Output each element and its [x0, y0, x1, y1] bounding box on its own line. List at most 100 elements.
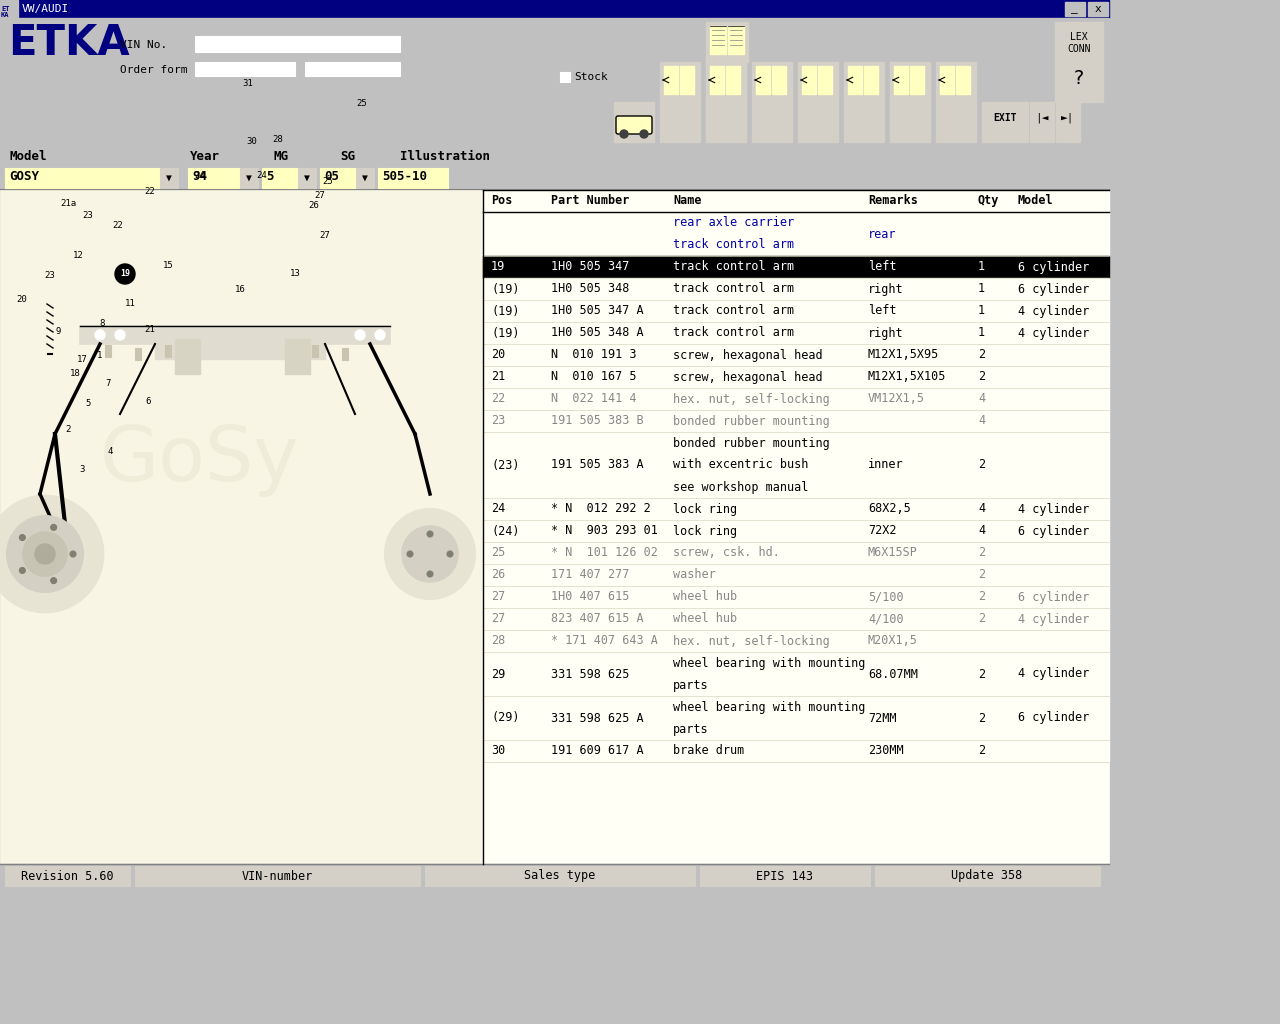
Bar — [483, 322, 1108, 344]
Bar — [483, 256, 1108, 278]
Circle shape — [19, 567, 26, 573]
Circle shape — [70, 551, 76, 557]
Text: 6: 6 — [146, 397, 151, 407]
Text: 19: 19 — [120, 269, 131, 279]
Text: 23: 23 — [45, 271, 55, 281]
Bar — [893, 66, 908, 94]
Text: hex. nut, self-locking: hex. nut, self-locking — [673, 635, 829, 647]
Text: Pos: Pos — [492, 194, 512, 207]
Bar — [0, 0, 1108, 18]
Bar — [0, 18, 1108, 166]
Bar — [195, 62, 294, 76]
Bar — [134, 348, 141, 360]
Text: VM12X1,5: VM12X1,5 — [868, 392, 925, 406]
Circle shape — [355, 330, 365, 340]
Bar — [298, 168, 316, 188]
Text: ▼: ▼ — [305, 173, 310, 183]
Text: hex. nut, self-locking: hex. nut, self-locking — [673, 392, 829, 406]
Bar — [726, 66, 740, 94]
Bar — [483, 432, 1108, 498]
Bar — [625, 116, 644, 124]
Text: 4: 4 — [978, 392, 986, 406]
Text: with excentric bush: with excentric bush — [673, 459, 809, 471]
Text: 27: 27 — [320, 231, 330, 241]
Text: 19: 19 — [492, 260, 506, 273]
Text: EXIT: EXIT — [993, 113, 1016, 123]
Bar — [241, 168, 259, 188]
Text: 2: 2 — [978, 591, 986, 603]
Circle shape — [51, 524, 56, 530]
Bar — [940, 66, 954, 94]
Text: 4 cylinder: 4 cylinder — [1018, 503, 1089, 515]
Bar — [707, 62, 746, 102]
Bar — [844, 102, 884, 142]
Bar — [483, 344, 1108, 366]
Text: 191 505 383 B: 191 505 383 B — [550, 415, 644, 427]
Circle shape — [115, 330, 125, 340]
Bar — [483, 564, 1108, 586]
Text: EPIS 143: EPIS 143 — [756, 869, 814, 883]
Text: 1H0 505 348 A: 1H0 505 348 A — [550, 327, 644, 340]
Circle shape — [407, 551, 413, 557]
Bar — [818, 66, 832, 94]
Circle shape — [428, 531, 433, 537]
Text: N  010 191 3: N 010 191 3 — [550, 348, 636, 361]
Bar — [660, 102, 700, 142]
Text: Part Number: Part Number — [550, 194, 630, 207]
Text: VIN No.: VIN No. — [120, 40, 168, 50]
Text: 1H0 505 347: 1H0 505 347 — [550, 260, 630, 273]
Text: 1H0 407 615: 1H0 407 615 — [550, 591, 630, 603]
Text: 1H0 505 348: 1H0 505 348 — [550, 283, 630, 296]
Bar — [160, 168, 178, 188]
Bar — [1056, 102, 1080, 142]
Circle shape — [375, 330, 385, 340]
Text: 12: 12 — [73, 252, 83, 260]
Circle shape — [115, 264, 134, 284]
Circle shape — [428, 571, 433, 577]
Text: SG: SG — [340, 150, 355, 163]
Bar — [0, 0, 18, 18]
Text: ?: ? — [1073, 69, 1085, 87]
Bar — [910, 66, 924, 94]
Text: 22: 22 — [113, 221, 123, 230]
Text: track control arm: track control arm — [673, 327, 794, 340]
Text: 27: 27 — [492, 612, 506, 626]
Bar — [378, 168, 448, 188]
Text: 24: 24 — [256, 171, 268, 180]
Bar — [797, 102, 838, 142]
Text: 7: 7 — [105, 380, 110, 388]
Text: ▼: ▼ — [246, 173, 252, 183]
Circle shape — [640, 130, 648, 138]
Bar — [5, 168, 160, 188]
Text: 30: 30 — [247, 137, 257, 146]
Text: parts: parts — [673, 679, 709, 691]
Bar — [864, 66, 878, 94]
Bar — [680, 66, 694, 94]
Text: washer: washer — [673, 568, 716, 582]
Text: 94: 94 — [192, 170, 207, 183]
Bar — [956, 66, 970, 94]
Text: 13: 13 — [289, 269, 301, 279]
Text: 28: 28 — [492, 635, 506, 647]
Bar — [890, 62, 931, 102]
Text: 5: 5 — [86, 399, 91, 409]
Text: ►|: ►| — [1061, 113, 1075, 123]
Bar — [79, 326, 390, 344]
Text: 20: 20 — [492, 348, 506, 361]
Bar — [707, 22, 748, 62]
Bar — [483, 542, 1108, 564]
Text: 29: 29 — [492, 668, 506, 681]
Bar — [483, 696, 1108, 740]
Text: 2: 2 — [978, 612, 986, 626]
Text: 24: 24 — [195, 171, 205, 180]
Bar — [849, 66, 861, 94]
Text: 230MM: 230MM — [868, 744, 904, 758]
Text: (29): (29) — [492, 712, 520, 725]
Text: Order form: Order form — [120, 65, 187, 75]
Text: Revision 5.60: Revision 5.60 — [20, 869, 114, 883]
Text: * N  012 292 2: * N 012 292 2 — [550, 503, 650, 515]
Text: Illustration: Illustration — [399, 150, 490, 163]
Text: 1: 1 — [978, 327, 986, 340]
Text: 505-10: 505-10 — [381, 170, 428, 183]
Text: |◄: |◄ — [1036, 113, 1048, 123]
